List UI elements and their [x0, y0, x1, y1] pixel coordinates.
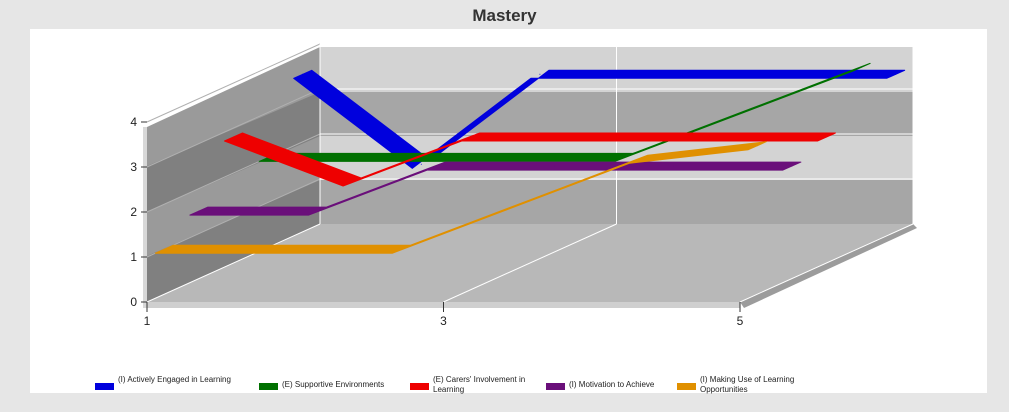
grid-line-depth — [146, 43, 321, 123]
series-ribbon — [258, 62, 871, 162]
series-group — [154, 62, 906, 254]
data-point — [826, 136, 827, 138]
y-tick-label: 1 — [130, 250, 137, 264]
data-point — [435, 165, 437, 167]
data-point — [317, 210, 318, 212]
left-wall-edge — [143, 127, 147, 308]
data-point — [420, 163, 422, 165]
legend-item: (I) Actively Engaged in Learning — [95, 375, 245, 399]
grid-line-floor — [443, 223, 617, 303]
data-point — [504, 156, 506, 158]
data-point — [386, 156, 388, 158]
data-point — [672, 165, 674, 167]
data-point — [895, 73, 897, 75]
data-point — [302, 73, 304, 75]
data-point — [638, 158, 640, 160]
x-tick-label: 5 — [737, 314, 744, 328]
data-point — [470, 136, 472, 138]
series-3 — [189, 161, 802, 216]
series-1 — [258, 62, 871, 162]
y-tick-label: 4 — [130, 115, 137, 129]
legend-item: (I) Making Use of Learning Opportunities — [677, 375, 817, 399]
data-point — [742, 111, 743, 113]
grid-line-depth — [146, 88, 321, 168]
data-point — [198, 210, 200, 212]
x-tick-label: 3 — [440, 314, 447, 328]
legend-item: (E) Supportive Environments — [259, 375, 399, 399]
legend-label: (E) Carers' Involvement in Learning — [433, 375, 526, 394]
x-tick-label: 1 — [144, 314, 151, 328]
data-point — [351, 181, 353, 183]
data-point — [623, 156, 625, 158]
y-tick-label: 0 — [130, 295, 137, 309]
data-point — [776, 73, 778, 75]
data-point — [401, 248, 402, 250]
grid-line-floor — [146, 223, 321, 303]
grid-line-depth — [146, 133, 321, 213]
data-point — [163, 248, 165, 250]
data-point — [707, 136, 709, 138]
left-wall-stripe — [147, 92, 320, 212]
data-point — [539, 73, 541, 75]
legend-swatch — [677, 383, 696, 390]
data-point — [282, 248, 284, 250]
legend-item: (I) Motivation to Achieve — [546, 375, 666, 399]
data-point — [791, 165, 793, 167]
data-point — [233, 136, 234, 138]
legend-swatch — [410, 383, 429, 390]
series-4 — [154, 141, 767, 254]
series-ribbon — [293, 69, 906, 169]
data-point — [756, 145, 758, 147]
data-point — [519, 203, 521, 205]
data-point — [860, 66, 862, 68]
legend-item: (E) Carers' Involvement in Learning — [410, 375, 535, 399]
legend-label: (E) Supportive Environments — [282, 380, 385, 389]
data-point — [588, 136, 590, 138]
legend-label: (I) Motivation to Achieve — [569, 380, 655, 389]
legend-swatch — [95, 383, 114, 390]
grid-line-floor — [739, 223, 914, 303]
series-ribbon — [224, 132, 836, 187]
data-point — [658, 73, 659, 75]
y-tick-label: 3 — [130, 160, 137, 174]
y-tick-label: 2 — [130, 205, 137, 219]
series-2 — [224, 132, 836, 187]
grid-line-depth — [146, 178, 321, 258]
legend-label: (I) Actively Engaged in Learning — [118, 375, 231, 384]
legend-swatch — [259, 383, 278, 390]
data-point — [554, 165, 556, 167]
series-0 — [293, 69, 906, 169]
legend-label: (I) Making Use of Learning Opportunities — [700, 375, 795, 394]
legend-swatch — [546, 383, 565, 390]
chart-title: Mastery — [472, 6, 537, 25]
series-ribbon — [189, 161, 802, 216]
series-ribbon — [154, 141, 767, 254]
floor-right-edge — [740, 224, 917, 308]
